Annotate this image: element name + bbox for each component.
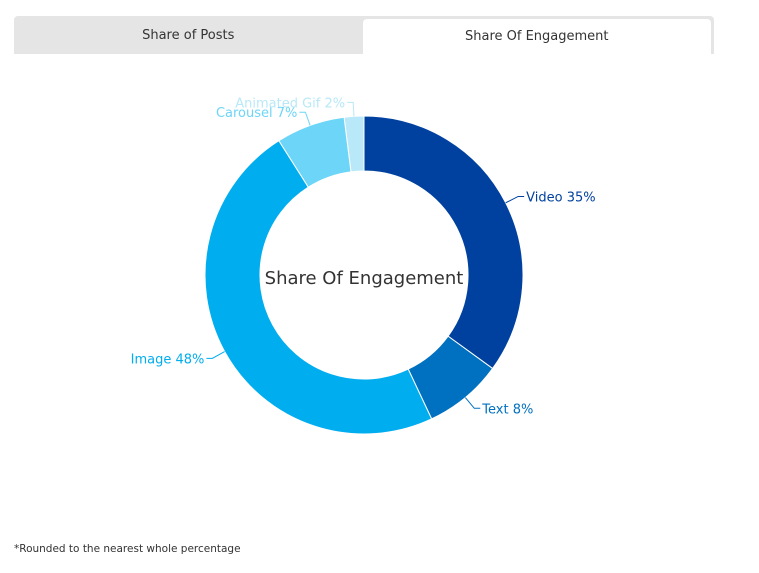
- label-connector: [347, 101, 355, 117]
- footnote: *Rounded to the nearest whole percentage: [14, 543, 241, 555]
- label-connector: [206, 351, 225, 359]
- label-connector: [505, 195, 525, 204]
- center-label: Share Of Engagement: [265, 268, 464, 289]
- data-label: Animated Gif 2%: [235, 96, 345, 111]
- tab-share-of-engagement[interactable]: Share Of Engagement: [362, 19, 711, 54]
- slice-carousel[interactable]: [278, 116, 352, 188]
- data-label: Image 48%: [131, 352, 205, 367]
- label-connector: [464, 397, 481, 409]
- data-label: Carousel 7%: [216, 106, 297, 121]
- label-connector: [299, 111, 311, 126]
- slice-text[interactable]: [407, 335, 494, 420]
- data-label: Video 35%: [526, 190, 595, 205]
- slice-video[interactable]: [363, 115, 524, 370]
- data-label: Text 8%: [481, 402, 533, 417]
- tab-bar: Share of Posts Share Of Engagement: [14, 16, 714, 54]
- slice-image[interactable]: [204, 140, 433, 435]
- tab-share-of-posts[interactable]: Share of Posts: [142, 27, 235, 43]
